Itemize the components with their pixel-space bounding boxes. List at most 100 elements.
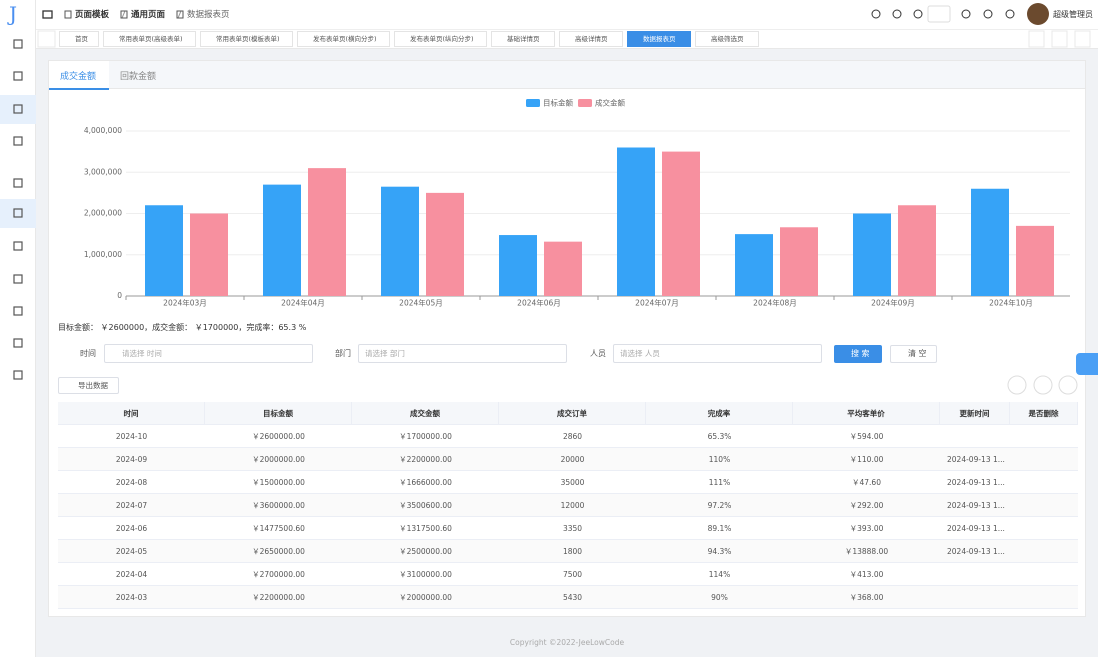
- tab-action: [1051, 30, 1068, 48]
- breadcrumb-item[interactable]: 通用页面: [131, 10, 166, 20]
- breadcrumb-item[interactable]: 页面模板: [75, 10, 110, 20]
- tab[interactable]: 高级详情页: [559, 31, 623, 47]
- column-header: 目标金额: [205, 402, 352, 425]
- bar: [971, 188, 1009, 296]
- sidebar-icon: [13, 338, 23, 348]
- table-cell: 12000: [560, 501, 585, 510]
- tab[interactable]: 常用表单页(高级表单): [103, 31, 196, 47]
- table-cell: ￥13888.00: [844, 547, 889, 556]
- y-tick-label: 3,000,000: [84, 167, 122, 176]
- table-cell: ￥2200000.00: [399, 455, 452, 464]
- search-box: [927, 5, 951, 23]
- card-header: [49, 61, 1085, 89]
- table-cell: ￥2600000.00: [252, 432, 305, 441]
- settings-button[interactable]: [1076, 353, 1098, 375]
- x-tick-label: 2024年03月: [163, 298, 207, 308]
- tab[interactable]: 首页: [59, 31, 99, 47]
- tab[interactable]: 发布表单页(纵向分步): [394, 31, 487, 47]
- table-cell: ￥110.00: [849, 455, 884, 464]
- table-cell: ￥2700000.00: [252, 570, 305, 579]
- avatar: [1027, 3, 1049, 25]
- table-cell: 2024-09-13 1...: [947, 501, 1005, 510]
- content-tab-active[interactable]: [49, 61, 109, 90]
- bar: [263, 184, 301, 296]
- table-cell: ￥413.00: [849, 570, 884, 579]
- tab[interactable]: 发布表单页(横向分步): [297, 31, 390, 47]
- column-header: 是否删除: [1010, 402, 1078, 425]
- table-row: [58, 471, 1078, 494]
- sidebar-icon: [13, 39, 23, 49]
- export-button[interactable]: 导出数据: [58, 377, 119, 394]
- sidebar-active[interactable]: [0, 95, 36, 124]
- clear-button[interactable]: 清 空: [890, 345, 937, 363]
- sidebar-icon: [13, 306, 23, 316]
- table-cell: 2024-09-13 1...: [947, 455, 1005, 464]
- table-cell: 5430: [562, 593, 583, 602]
- table-cell: ￥2650000.00: [252, 547, 305, 556]
- sidebar-icon: [13, 274, 23, 284]
- filter-label: 时间: [80, 349, 96, 358]
- filter-input[interactable]: 请选择 人员: [613, 344, 822, 363]
- table-cell: 2024-09-13 1...: [947, 547, 1005, 556]
- toolbar-icon: [913, 9, 923, 19]
- table-cell: 2024-06: [115, 524, 148, 533]
- x-tick-label: 2024年09月: [871, 298, 915, 308]
- legend-label: 成交金额: [595, 98, 625, 108]
- table-cell: 2024-07: [115, 501, 148, 510]
- column-header: 成交金额: [352, 402, 499, 425]
- tab[interactable]: 高级筛选页: [695, 31, 759, 47]
- sidebar-active[interactable]: [0, 199, 36, 228]
- filter-input[interactable]: 请选择 部门: [358, 344, 567, 363]
- table-cell: ￥2500000.00: [399, 547, 452, 556]
- table-cell: ￥1666000.00: [399, 478, 452, 487]
- breadcrumb-separator: [177, 10, 182, 19]
- x-tick-label: 2024年07月: [635, 298, 679, 308]
- x-tick-label: 2024年06月: [517, 298, 561, 308]
- sidebar-icon: [13, 370, 23, 380]
- breadcrumb-icon: [176, 10, 184, 19]
- bar: [308, 168, 346, 296]
- filter-label: 人员: [590, 349, 606, 358]
- breadcrumb-item: 数据报表页: [187, 10, 230, 20]
- tab-nav: [37, 30, 56, 48]
- toolbar-icon: [892, 9, 902, 19]
- table-row: [58, 563, 1078, 586]
- table-cell: ￥594.00: [849, 432, 884, 441]
- sidebar-icon: [13, 208, 23, 218]
- table-row: [58, 586, 1078, 609]
- toolbar-icon: [871, 9, 881, 19]
- tab[interactable]: 基础详情页: [491, 31, 555, 47]
- content-tab[interactable]: 成交金额: [60, 72, 97, 82]
- user-name[interactable]: 超级管理员: [1053, 10, 1093, 19]
- table-cell: 2860: [562, 432, 583, 441]
- breadcrumb-separator: [121, 10, 126, 19]
- table-tool: [1033, 375, 1053, 395]
- table-tool: [1058, 375, 1078, 395]
- tab[interactable]: 常用表单页(模板表单): [200, 31, 293, 47]
- search-button[interactable]: 搜 索: [834, 345, 882, 363]
- y-tick-label: 4,000,000: [84, 126, 122, 135]
- table-cell: 2024-09: [115, 455, 148, 464]
- filter-input[interactable]: 请选择 时间: [104, 344, 313, 363]
- bar: [853, 213, 891, 296]
- table-row: [58, 448, 1078, 471]
- x-tick-label: 2024年04月: [281, 298, 325, 308]
- bar: [190, 213, 228, 296]
- table-cell: 111%: [708, 478, 731, 487]
- table-cell: 1800: [562, 547, 583, 556]
- table-cell: 35000: [560, 478, 585, 487]
- table-cell: ￥2000000.00: [399, 593, 452, 602]
- footer: Copyright ©2022-JeeLowCode: [509, 638, 625, 647]
- toolbar-icon: [1005, 9, 1015, 19]
- content-tab[interactable]: 回款金额: [120, 72, 157, 82]
- table-row: [58, 517, 1078, 540]
- breadcrumb-icon: [120, 10, 128, 19]
- table-cell: 3350: [562, 524, 583, 533]
- y-tick-label: 2,000,000: [84, 209, 122, 218]
- tab[interactable]: 数据报表页: [627, 31, 691, 47]
- column-header: 完成率: [646, 402, 793, 425]
- table-cell: 2024-03: [115, 593, 148, 602]
- column-header: 时间: [58, 402, 205, 425]
- table-header: [58, 402, 1078, 425]
- table-cell: 7500: [562, 570, 583, 579]
